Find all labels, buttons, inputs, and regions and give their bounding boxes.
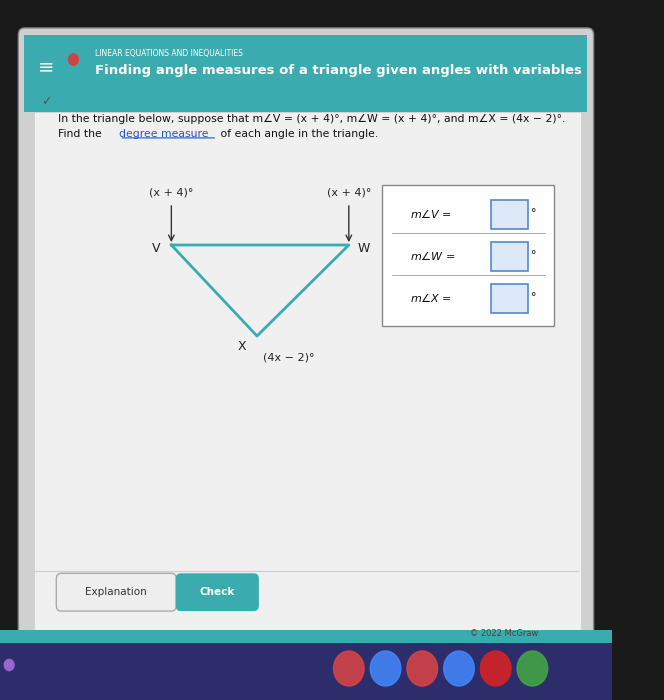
- FancyBboxPatch shape: [25, 35, 588, 112]
- FancyBboxPatch shape: [0, 630, 612, 643]
- FancyBboxPatch shape: [56, 573, 176, 611]
- Circle shape: [517, 651, 548, 686]
- FancyBboxPatch shape: [176, 573, 259, 611]
- Text: (x + 4)°: (x + 4)°: [149, 188, 193, 197]
- Text: LINEAR EQUATIONS AND INEQUALITIES: LINEAR EQUATIONS AND INEQUALITIES: [95, 49, 243, 57]
- Circle shape: [333, 651, 364, 686]
- Text: degree measure: degree measure: [120, 130, 209, 139]
- Circle shape: [444, 651, 474, 686]
- Text: W: W: [358, 242, 371, 255]
- FancyBboxPatch shape: [19, 28, 594, 651]
- Text: °: °: [531, 293, 536, 302]
- Text: (4x − 2)°: (4x − 2)°: [263, 352, 315, 362]
- Text: Explanation: Explanation: [86, 587, 147, 597]
- Circle shape: [4, 659, 14, 671]
- Text: $m\angle W$ =: $m\angle W$ =: [410, 249, 456, 262]
- Text: ≡: ≡: [38, 57, 54, 76]
- Text: Check: Check: [200, 587, 235, 597]
- Text: © 2022 McGraw: © 2022 McGraw: [470, 629, 539, 638]
- FancyBboxPatch shape: [382, 186, 554, 326]
- Text: Find the: Find the: [58, 130, 106, 139]
- Text: (x + 4)°: (x + 4)°: [327, 188, 371, 197]
- FancyBboxPatch shape: [34, 112, 582, 634]
- Text: X: X: [238, 340, 246, 353]
- Text: In the triangle below, suppose that m∠V = (x + 4)°, m∠W = (x + 4)°, and m∠X = (4: In the triangle below, suppose that m∠V …: [58, 114, 566, 124]
- Text: $m\angle X$ =: $m\angle X$ =: [410, 291, 452, 304]
- Text: °: °: [531, 251, 536, 260]
- Text: $m\angle V$ =: $m\angle V$ =: [410, 207, 452, 220]
- FancyBboxPatch shape: [491, 241, 527, 271]
- Circle shape: [68, 54, 78, 65]
- Text: °: °: [531, 209, 536, 218]
- Text: of each angle in the triangle.: of each angle in the triangle.: [217, 130, 378, 139]
- FancyBboxPatch shape: [0, 640, 612, 700]
- Text: Finding angle measures of a triangle given angles with variables: Finding angle measures of a triangle giv…: [95, 64, 582, 77]
- FancyBboxPatch shape: [491, 199, 527, 229]
- Circle shape: [407, 651, 438, 686]
- Circle shape: [371, 651, 401, 686]
- FancyBboxPatch shape: [491, 284, 527, 313]
- Circle shape: [480, 651, 511, 686]
- Text: ✓: ✓: [41, 95, 51, 108]
- Text: V: V: [152, 242, 160, 255]
